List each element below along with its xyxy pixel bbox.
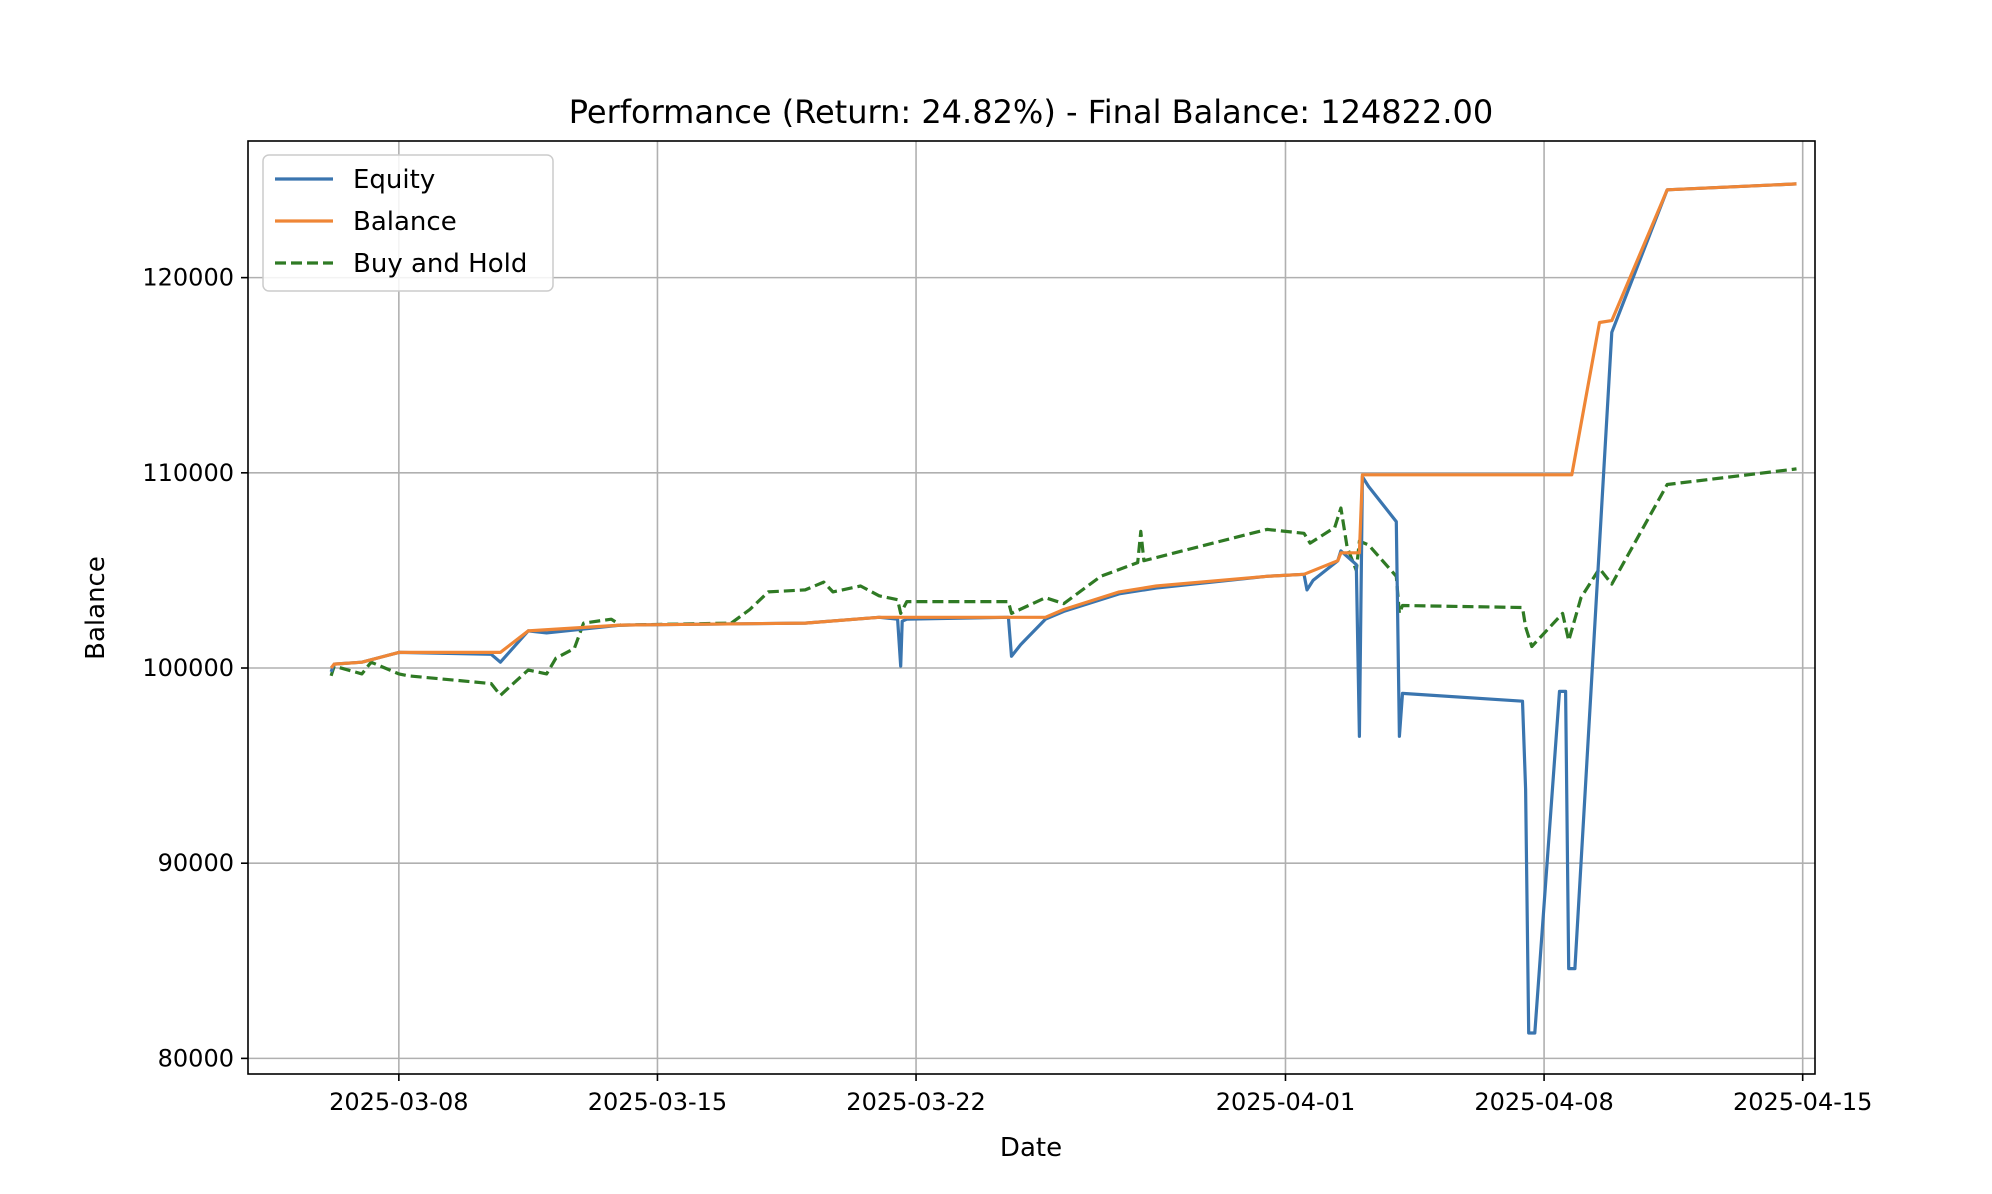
series-line-balance — [329, 182, 1797, 669]
chart-title: Performance (Return: 24.82%) - Final Bal… — [569, 93, 1494, 131]
plot-frame — [247, 140, 1816, 1075]
legend-label-balance: Balance — [353, 207, 457, 237]
y-axis-label: Balance — [81, 556, 111, 660]
legend-box — [262, 154, 554, 292]
x-tick-label: 2025-03-15 — [588, 1088, 727, 1116]
x-axis-label: Date — [1000, 1133, 1062, 1163]
x-tick-label: 2025-03-22 — [846, 1088, 985, 1116]
legend-label-buy-and-hold: Buy and Hold — [353, 249, 527, 279]
legend: Equity Balance Buy and Hold — [262, 154, 554, 292]
y-tick-label: 120000 — [142, 264, 234, 292]
series-line-buy-and-hold — [329, 467, 1797, 697]
x-axis: 2025-03-08 2025-03-15 2025-03-22 2025-04-01… — [329, 1074, 1872, 1116]
y-tick-label: 80000 — [158, 1044, 234, 1072]
grid-lines — [248, 141, 1815, 1074]
x-tick-label: 2025-04-08 — [1474, 1088, 1613, 1116]
y-tick-label: 100000 — [142, 654, 234, 682]
y-axis: 80000 90000 100000 110000 120000 — [142, 264, 248, 1072]
y-tick-label: 90000 — [158, 849, 234, 877]
series-layer — [329, 182, 1797, 1035]
x-tick-label: 2025-04-15 — [1733, 1088, 1872, 1116]
y-tick-label: 110000 — [142, 459, 234, 487]
x-tick-label: 2025-04-01 — [1216, 1088, 1355, 1116]
x-tick-label: 2025-03-08 — [329, 1088, 468, 1116]
legend-label-equity: Equity — [353, 165, 435, 195]
